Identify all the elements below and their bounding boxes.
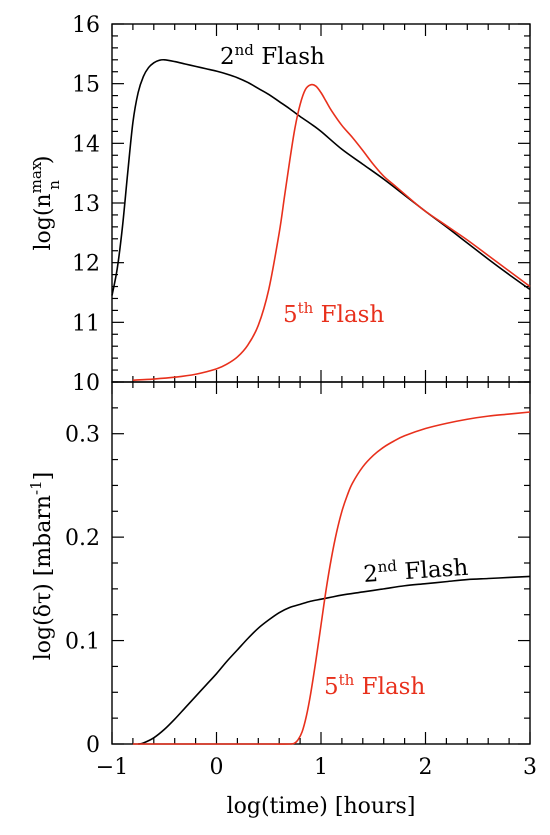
x-tick-label: 2 (419, 755, 433, 780)
x-tick-label: 0 (210, 755, 224, 780)
x-tick-label: 1 (314, 755, 328, 780)
top-panel-frame (111, 23, 531, 383)
bottom-ticks: 00.10.20.3−1 0 1 2 3 (65, 381, 537, 780)
top-series-2nd-flash-line (111, 58, 531, 296)
x-tick-label: −1 (96, 755, 128, 780)
top-series-5th-flash-line (132, 83, 531, 382)
top-y-tick-label: 14 (72, 132, 100, 157)
top-y-tick-label: 12 (72, 252, 100, 277)
bottom-y-axis-title: log(δτ) [mbarn-1] (27, 472, 56, 661)
top-curves (111, 58, 531, 382)
top-y-tick-label: 16 (72, 13, 100, 38)
bottom-y-tick-label: 0.1 (65, 630, 100, 655)
bottom-y-tick-label: 0.3 (65, 423, 100, 448)
bottom-series-5th-flash-line (132, 411, 531, 745)
x-tick-label: 3 (523, 755, 537, 780)
top-annotation-5th-flash: 5th Flash (283, 299, 384, 328)
bottom-y-tick-label: 0 (86, 733, 100, 758)
bottom-y-tick-label: 0.2 (65, 526, 100, 551)
top-y-tick-label: 13 (72, 192, 100, 217)
bottom-curves (132, 411, 531, 745)
top-y-axis-title: log(nmaxn) (27, 155, 63, 250)
top-annotation-2nd-flash: 2nd Flash (220, 41, 325, 70)
bottom-series-2nd-flash-line (137, 575, 531, 745)
top-y-tick-label: 11 (72, 311, 100, 336)
bottom-panel: 00.10.20.3−1 0 1 2 3 log(δτ) [mbarn-1] log(t… (27, 381, 537, 819)
x-axis-title: log(time) [hours] (227, 794, 416, 819)
bottom-annotation-5th-flash: 5th Flash (324, 671, 425, 700)
bottom-annotation-2nd-flash: 2nd Flash (362, 552, 469, 588)
top-ticks: 10 11 12 13 14 15 16 (72, 13, 531, 396)
top-y-tick-label: 15 (72, 73, 100, 98)
top-panel: 10 11 12 13 14 15 16 log(nmaxn) 2nd Flash 5th … (27, 13, 531, 396)
top-y-tick-label: 10 (72, 371, 100, 396)
